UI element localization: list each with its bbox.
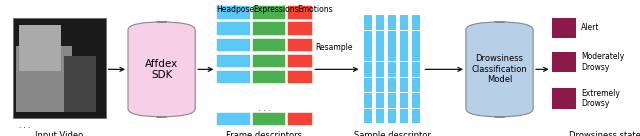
Bar — [552, 88, 576, 109]
Bar — [287, 112, 312, 125]
Bar — [388, 47, 396, 61]
Bar — [216, 5, 250, 19]
Bar — [364, 78, 372, 92]
Bar — [252, 54, 285, 67]
Bar — [364, 15, 372, 30]
Bar — [412, 62, 420, 77]
Bar — [412, 15, 420, 30]
Bar — [388, 31, 396, 46]
Bar — [412, 47, 420, 61]
Text: Input Video: Input Video — [35, 131, 83, 136]
Bar — [252, 38, 285, 51]
Text: Drowsiness
Classification
Model: Drowsiness Classification Model — [472, 54, 527, 84]
Bar — [376, 47, 384, 61]
Text: Moderately
Drowsy: Moderately Drowsy — [581, 52, 625, 72]
Bar — [412, 31, 420, 46]
Text: . . .: . . . — [19, 123, 31, 129]
Bar — [364, 93, 372, 108]
Bar — [388, 109, 396, 123]
Bar — [552, 18, 576, 38]
Bar — [376, 109, 384, 123]
Bar — [400, 62, 408, 77]
Bar — [376, 62, 384, 77]
Bar — [216, 54, 250, 67]
Text: . . .: . . . — [258, 104, 271, 113]
Bar — [400, 15, 408, 30]
Bar — [376, 78, 384, 92]
Bar — [400, 47, 408, 61]
Text: Headpose: Headpose — [216, 5, 255, 14]
Text: Alert: Alert — [581, 23, 600, 32]
Bar — [552, 52, 576, 72]
FancyBboxPatch shape — [466, 22, 533, 117]
Bar — [287, 21, 312, 35]
Bar — [400, 93, 408, 108]
Bar — [364, 62, 372, 77]
Bar — [19, 25, 61, 71]
Bar — [216, 70, 250, 83]
Bar — [252, 5, 285, 19]
Bar — [287, 54, 312, 67]
Bar — [412, 78, 420, 92]
Bar — [412, 93, 420, 108]
Text: Emotions: Emotions — [297, 5, 333, 14]
Bar — [252, 112, 285, 125]
Bar — [364, 109, 372, 123]
Bar — [16, 46, 72, 112]
Bar — [252, 70, 285, 83]
Bar — [388, 78, 396, 92]
Bar — [388, 62, 396, 77]
Bar — [216, 21, 250, 35]
Bar — [400, 78, 408, 92]
Bar — [252, 21, 285, 35]
Bar — [388, 93, 396, 108]
Bar — [376, 15, 384, 30]
Bar — [13, 18, 106, 118]
Bar — [376, 93, 384, 108]
Text: Resample: Resample — [316, 43, 353, 52]
Text: Expressions: Expressions — [253, 5, 300, 14]
Text: Sample descriptor: Sample descriptor — [353, 131, 431, 136]
Bar — [287, 70, 312, 83]
Bar — [364, 31, 372, 46]
Bar — [216, 38, 250, 51]
Bar — [400, 31, 408, 46]
Bar — [412, 109, 420, 123]
Text: Extremely
Drowsy: Extremely Drowsy — [581, 89, 620, 108]
Bar — [64, 56, 97, 112]
Bar — [287, 5, 312, 19]
Text: Affdex
SDK: Affdex SDK — [145, 59, 178, 80]
Bar — [287, 38, 312, 51]
Text: Drowsiness state: Drowsiness state — [569, 131, 640, 136]
Bar — [400, 109, 408, 123]
Bar — [216, 112, 250, 125]
Bar — [388, 15, 396, 30]
Bar — [364, 47, 372, 61]
Text: Frame descriptors: Frame descriptors — [227, 131, 302, 136]
Bar — [376, 31, 384, 46]
FancyBboxPatch shape — [128, 22, 195, 117]
